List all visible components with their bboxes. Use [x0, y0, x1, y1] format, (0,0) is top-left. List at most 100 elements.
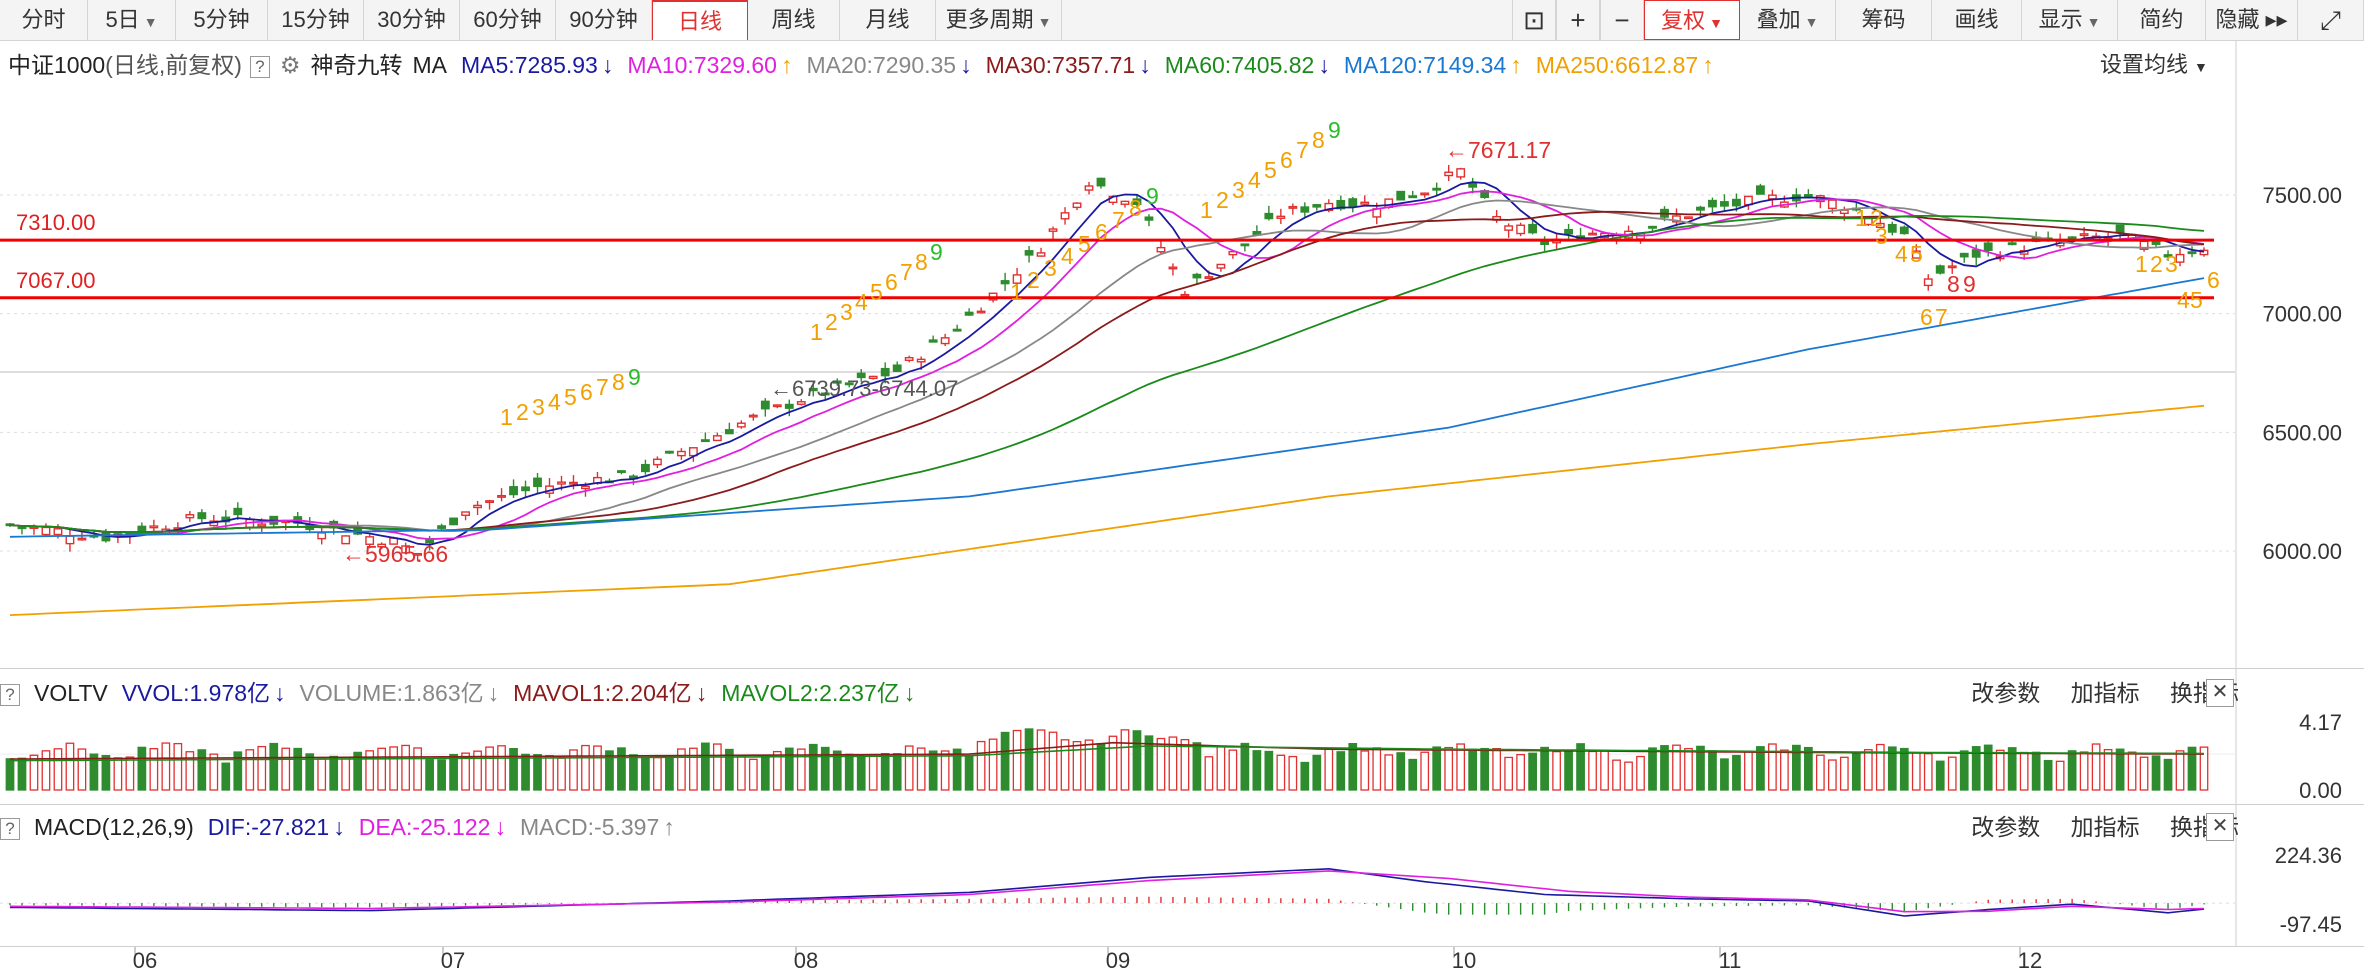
tool-button-1[interactable]: 叠加 ▼ — [1740, 0, 1836, 40]
nine-turn-label: 8 — [1129, 195, 1142, 221]
period-label: 分时 — [21, 7, 66, 32]
candle-body — [569, 481, 578, 485]
candle-body — [1600, 232, 1609, 239]
volume-bar — [557, 757, 566, 791]
macd-value: DIF:-27.821 — [207, 814, 330, 840]
volume-bar — [533, 754, 542, 791]
candle-body — [29, 526, 39, 529]
tool-button-0[interactable]: 复权 ▼ — [1644, 0, 1740, 40]
lock-icon[interactable]: ⊡ — [1512, 0, 1556, 40]
volume-bar — [125, 756, 135, 791]
candle-body — [1636, 232, 1645, 240]
volume-bar — [1216, 746, 1226, 791]
set-ma-button[interactable]: 设置均线 ▼ — [2100, 48, 2208, 84]
tool-button-6[interactable]: 隐藏 ▸▸ — [2206, 0, 2298, 40]
volume-bar — [2079, 751, 2089, 791]
candle-body — [65, 535, 75, 545]
volume-bar — [77, 748, 87, 791]
nine-turn-label: 5 — [564, 384, 577, 410]
volume-bar — [1815, 754, 1825, 791]
tool-label: 简约 — [2139, 7, 2184, 32]
volume-bar — [521, 753, 530, 791]
candle-body — [880, 367, 890, 377]
volume-bar — [245, 749, 255, 791]
period-button-5[interactable]: 60分钟 — [460, 0, 556, 40]
period-button-0[interactable]: 分时 — [0, 0, 88, 40]
candle-body — [964, 311, 974, 316]
volume-bar — [581, 744, 590, 791]
volume-bar — [2007, 747, 2017, 791]
tool-button-4[interactable]: 显示 ▼ — [2022, 0, 2118, 40]
volume-bar — [1456, 743, 1466, 791]
period-button-8[interactable]: 周线 — [748, 0, 840, 40]
trend-arrow-icon: ↓ — [333, 814, 345, 840]
period-button-2[interactable]: 5分钟 — [176, 0, 268, 40]
volume-bar — [1911, 752, 1921, 791]
volume-bar — [1300, 761, 1310, 791]
candle-body — [401, 545, 411, 554]
candle-body — [533, 477, 542, 488]
plus-icon[interactable]: + — [1556, 0, 1600, 40]
volume-bar — [2043, 759, 2053, 791]
fullscreen-icon[interactable]: ⤢ — [2298, 0, 2364, 40]
period-label: 月线 — [865, 7, 910, 32]
period-label: 5日 — [105, 7, 140, 32]
period-button-9[interactable]: 月线 — [840, 0, 936, 40]
add-indicator-button[interactable]: 加指标 — [2070, 680, 2140, 706]
change-params-button[interactable]: 改参数 — [1971, 680, 2041, 706]
help-icon[interactable]: ? — [0, 817, 20, 840]
candle-body — [676, 450, 686, 457]
candle-body — [1360, 201, 1370, 205]
candle-body — [700, 439, 710, 443]
trend-arrow-icon: ↓ — [601, 52, 614, 78]
candle-body — [281, 520, 291, 524]
volume-bar — [197, 749, 207, 791]
period-button-4[interactable]: 30分钟 — [364, 0, 460, 40]
period-button-7[interactable]: 日线 — [652, 0, 748, 40]
volume-bar — [1660, 745, 1669, 791]
tool-button-2[interactable]: 筹码 — [1836, 0, 1932, 40]
help-icon[interactable]: ? — [249, 55, 270, 78]
add-indicator-button[interactable]: 加指标 — [2070, 814, 2140, 840]
candle-body — [461, 511, 470, 516]
volume-bar — [305, 753, 315, 791]
close-icon[interactable]: ✕ — [2206, 813, 2234, 841]
minus-icon[interactable]: − — [1600, 0, 1644, 40]
volume-bar — [677, 748, 686, 791]
candle-body — [617, 470, 626, 474]
volume-bar — [832, 750, 842, 791]
candle-body — [1755, 185, 1765, 195]
period-label: 90分钟 — [569, 7, 638, 32]
volume-bar — [1971, 746, 1981, 791]
ma-label: MA — [412, 52, 448, 78]
chevron-down-icon: ▼ — [1709, 15, 1723, 31]
volume-value: VOLUME:1.863亿 — [299, 680, 484, 706]
volume-bar — [617, 747, 626, 791]
change-params-button[interactable]: 改参数 — [1971, 814, 2041, 840]
volume-title: VOLTV — [34, 680, 108, 706]
candle-body — [856, 372, 866, 379]
candle-body — [1696, 206, 1705, 211]
period-button-6[interactable]: 90分钟 — [556, 0, 652, 40]
nine-turn-label: 1 — [1855, 205, 1868, 231]
tool-button-3[interactable]: 画线 — [1932, 0, 2022, 40]
tool-label: 画线 — [1954, 7, 1999, 32]
candle-body — [1947, 265, 1957, 269]
tool-label: 显示 — [2038, 7, 2083, 32]
volume-bar — [1803, 746, 1813, 791]
volume-bar — [461, 752, 470, 791]
help-icon[interactable]: ? — [0, 683, 20, 706]
volume-bar — [257, 745, 267, 791]
candle-body — [449, 517, 459, 526]
period-button-1[interactable]: 5日 ▼ — [88, 0, 176, 40]
tool-button-5[interactable]: 简约 — [2118, 0, 2206, 40]
volume-bar — [1935, 760, 1945, 791]
volume-bar — [1036, 729, 1046, 791]
period-button-3[interactable]: 15分钟 — [268, 0, 364, 40]
nine-turn-label: 1 — [2135, 251, 2148, 277]
candle-body — [844, 382, 854, 386]
volume-bar — [1276, 754, 1286, 791]
period-button-10[interactable]: 更多周期 ▼ — [936, 0, 1062, 40]
candle-body — [2043, 237, 2053, 241]
close-icon[interactable]: ✕ — [2206, 679, 2234, 707]
